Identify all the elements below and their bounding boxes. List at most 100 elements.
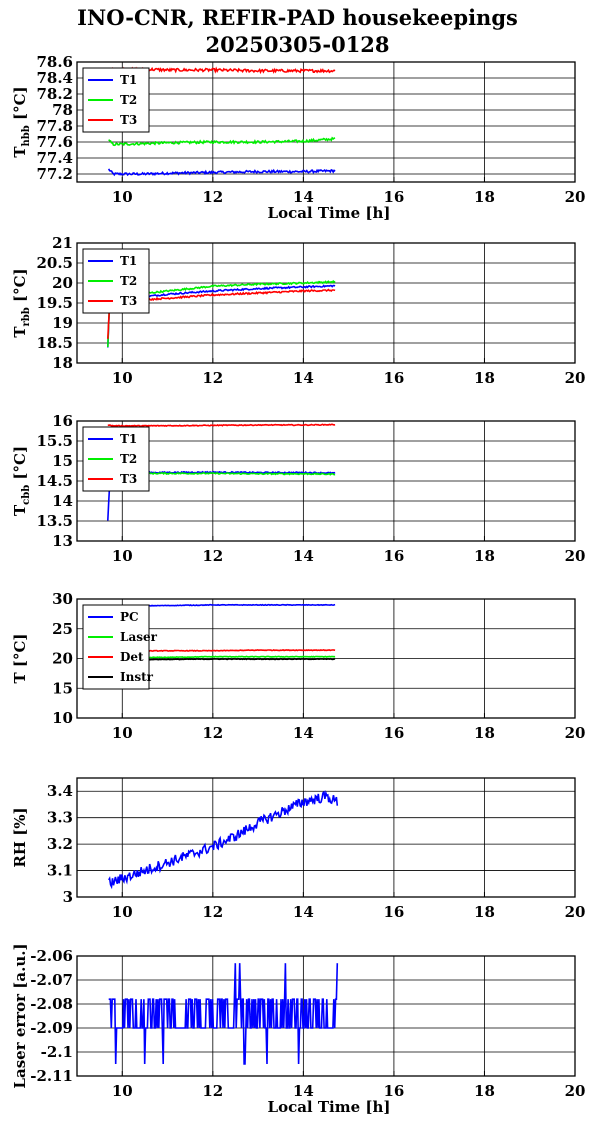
series-group: [108, 963, 339, 1065]
series-line: [108, 963, 339, 1065]
y-tick-label: 19.5: [36, 294, 73, 312]
x-tick-label: 16: [383, 369, 404, 387]
plot-frame: [76, 955, 576, 1077]
y-axis-label: Thbb [°C]: [11, 86, 32, 157]
legend-box: [82, 604, 150, 690]
legend-label: Laser: [120, 630, 158, 644]
y-axis-label-unit: [°C]: [11, 446, 29, 485]
figure-title: INO-CNR, REFIR-PAD housekeepings 2025030…: [0, 4, 595, 58]
y-tick-label: 14: [52, 492, 73, 510]
y-axis-label: T [°C]: [11, 633, 29, 683]
y-tick-label: 20: [52, 274, 73, 292]
x-tick-label: 10: [112, 724, 133, 742]
x-tick-label: 20: [565, 1082, 586, 1100]
y-tick-label: 14.5: [36, 472, 73, 490]
x-tick-label: 14: [293, 547, 314, 565]
y-axis-label-main: RH [%]: [11, 807, 29, 867]
series-line: [108, 790, 339, 890]
y-tick-label: 30: [52, 590, 73, 608]
legend: T1 T2 T3: [82, 426, 150, 492]
x-tick-label: 16: [383, 188, 404, 206]
y-tick-label: 77.2: [36, 165, 73, 183]
y-tick-label: 16: [52, 412, 73, 430]
y-tick-label: 77.4: [36, 149, 73, 167]
x-tick-label: 18: [474, 188, 495, 206]
legend-label: Instr: [120, 670, 154, 684]
x-tick-label: 12: [202, 369, 223, 387]
y-axis-label-subscript: cbb: [21, 485, 32, 505]
x-tick-label: 12: [202, 1082, 223, 1100]
x-tick-label: 16: [383, 547, 404, 565]
y-axis-label-main: T: [11, 326, 29, 338]
y-tick-label: -2.06: [30, 947, 73, 965]
y-tick-label: 3: [63, 888, 73, 906]
legend-label: T2: [120, 274, 137, 288]
x-tick-label: 14: [293, 188, 314, 206]
y-tick-label: -2.07: [30, 971, 73, 989]
legend-label: T3: [120, 472, 137, 486]
y-tick-label: 3.4: [47, 782, 73, 800]
y-axis-label-unit: [°C]: [11, 268, 29, 307]
x-tick-label: 18: [474, 903, 495, 921]
x-tick-label: 10: [112, 369, 133, 387]
y-tick-label: 13.5: [36, 512, 73, 530]
x-tick-label: 18: [474, 547, 495, 565]
y-axis-label-main: T [°C]: [11, 633, 29, 683]
series-line-t3: [107, 423, 336, 428]
y-tick-label: 25: [52, 620, 73, 638]
x-tick-label: 10: [112, 547, 133, 565]
legend: T1 T2 T3: [82, 248, 150, 314]
x-tick-label: 14: [293, 724, 314, 742]
plot-frame: [76, 777, 576, 898]
y-tick-label: 77.6: [36, 133, 73, 151]
y-tick-label: 18: [52, 354, 73, 372]
x-tick-label: 14: [293, 369, 314, 387]
x-tick-label: 12: [202, 188, 223, 206]
x-tick-label: 18: [474, 369, 495, 387]
panel-1: 10 12 14 16 18 20 77.277.477.677.87878.278.478…: [11, 53, 585, 222]
x-tick-label: 16: [383, 903, 404, 921]
legend-label: T1: [120, 254, 137, 268]
x-tick-label: 20: [565, 724, 586, 742]
y-tick-label: -2.08: [30, 995, 73, 1013]
plot-frame: [76, 598, 576, 719]
x-tick-label: 10: [112, 1082, 133, 1100]
y-axis-label-main: T: [11, 146, 29, 158]
x-tick-label: 12: [202, 903, 223, 921]
panel-5: 10 12 14 16 18 20 3 3.1 3.2 3.3 3.4 RH [%]: [11, 777, 585, 921]
panel-3: 10 12 14 16 18 20 13 13.5 14 14.5 15 15.5 16 Tcbb [°C…: [11, 412, 585, 565]
y-axis-label: Laser error [a.u.]: [11, 943, 29, 1088]
y-tick-label: 21: [52, 234, 73, 252]
x-tick-label: 20: [565, 369, 586, 387]
x-tick-label: 18: [474, 1082, 495, 1100]
y-tick-label: 3.3: [47, 809, 73, 827]
y-axis-label-main: Laser error [a.u.]: [11, 943, 29, 1088]
y-tick-label: -2.1: [41, 1043, 73, 1061]
y-tick-label: 3.1: [47, 862, 73, 880]
x-tick-label: 20: [565, 188, 586, 206]
plot-frame: [76, 61, 576, 183]
y-axis-label-unit: [°C]: [11, 86, 29, 125]
y-axis-label-main: T: [11, 504, 29, 516]
y-axis-label-subscript: rbb: [21, 307, 32, 326]
y-tick-label: 19: [52, 314, 73, 332]
y-tick-label: 15: [52, 679, 73, 697]
title-line-1: INO-CNR, REFIR-PAD housekeepings: [77, 5, 518, 30]
legend-label: PC: [120, 610, 139, 624]
y-tick-label: 10: [52, 709, 73, 727]
x-tick-label: 12: [202, 724, 223, 742]
plot-frame: [76, 420, 576, 542]
legend-label: T1: [120, 432, 137, 446]
legend: PC Laser Det Instr: [82, 604, 158, 690]
y-axis-label: Trbb [°C]: [11, 268, 32, 337]
x-tick-label: 16: [383, 1082, 404, 1100]
legend-label: T3: [120, 294, 137, 308]
y-tick-label: 77.8: [36, 117, 73, 135]
x-tick-label: 10: [112, 903, 133, 921]
y-tick-label: 13: [52, 532, 73, 550]
x-tick-label: 10: [112, 188, 133, 206]
y-tick-label: 15: [52, 452, 73, 470]
legend-label: T2: [120, 452, 137, 466]
x-tick-label: 12: [202, 547, 223, 565]
